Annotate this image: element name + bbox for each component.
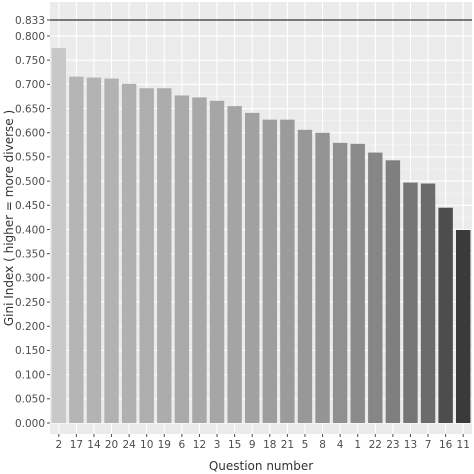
bar — [227, 106, 242, 424]
y-tick-label: 0.200 — [15, 321, 45, 333]
y-axis: 0.000 0.050 0.100 0.150 0.200 0.250 0.300 0.350… — [15, 15, 50, 430]
y-tick-label: 0.300 — [15, 273, 45, 285]
x-tick-label: 13 — [404, 439, 417, 451]
x-tick-label: 6 — [179, 439, 186, 451]
x-tick-label: 20 — [105, 439, 118, 451]
x-tick-label: 24 — [122, 439, 136, 451]
x-axis: 2 17 14 20 24 10 19 6 12 3 15 9 18 21 5 8 4 1 22 23 13 7 16 11 — [55, 434, 470, 451]
y-tick-label: 0.550 — [15, 152, 45, 164]
x-tick-label: 22 — [369, 439, 382, 451]
bar — [385, 160, 401, 424]
y-tick-label: 0.450 — [15, 200, 45, 212]
x-tick-label: 9 — [249, 439, 256, 451]
y-tick-label: 0.250 — [15, 297, 45, 309]
x-tick-label: 19 — [158, 439, 171, 451]
bar — [51, 48, 67, 423]
bar — [315, 132, 330, 424]
bar — [455, 229, 471, 423]
y-tick-label: 0.700 — [15, 79, 45, 91]
y-tick-label: 0.100 — [15, 369, 45, 381]
x-tick-label: 2 — [55, 439, 62, 451]
bar — [403, 182, 418, 423]
y-tick-label: 0.500 — [15, 176, 45, 188]
x-tick-label: 23 — [386, 439, 399, 451]
x-tick-label: 5 — [302, 439, 309, 451]
bar — [280, 119, 295, 423]
x-tick-label: 14 — [87, 439, 101, 451]
bar — [368, 152, 383, 423]
y-tick-label: 0.833 — [15, 15, 45, 27]
x-tick-label: 17 — [70, 439, 83, 451]
bar — [209, 100, 225, 423]
y-tick-label: 0.350 — [15, 248, 45, 260]
bars — [51, 48, 471, 424]
bar — [350, 143, 365, 423]
x-tick-label: 3 — [214, 439, 221, 451]
x-tick-label: 1 — [354, 439, 361, 451]
bar — [262, 119, 278, 423]
bar — [86, 77, 102, 424]
bar — [438, 207, 453, 423]
x-tick-label: 15 — [228, 439, 241, 451]
y-tick-label: 0.050 — [15, 394, 45, 406]
bar — [192, 97, 207, 424]
x-tick-label: 12 — [193, 439, 206, 451]
y-tick-label: 0.600 — [15, 128, 45, 140]
bar — [157, 88, 172, 423]
x-tick-label: 10 — [140, 439, 153, 451]
bar — [139, 88, 154, 423]
bar — [69, 76, 84, 423]
bar — [332, 142, 348, 424]
bar — [244, 112, 260, 423]
x-tick-label: 21 — [281, 439, 294, 451]
x-tick-label: 11 — [457, 439, 470, 451]
bar — [297, 129, 313, 424]
x-tick-label: 16 — [439, 439, 453, 451]
x-axis-title: Question number — [209, 459, 313, 473]
plot-panel — [50, 2, 472, 434]
y-tick-label: 0.150 — [15, 345, 45, 357]
x-tick-label: 8 — [319, 439, 326, 451]
y-tick-label: 0.000 — [15, 418, 45, 430]
y-tick-label: 0.750 — [15, 55, 45, 67]
y-axis-title: Gini Index ( higher = more diverse ) — [2, 110, 16, 326]
x-tick-label: 18 — [263, 439, 276, 451]
x-tick-label: 7 — [425, 439, 432, 451]
y-tick-label: 0.650 — [15, 103, 45, 115]
y-tick-label: 0.400 — [15, 224, 45, 236]
bar — [174, 95, 190, 423]
y-tick-label: 0.800 — [15, 31, 45, 43]
x-tick-label: 4 — [337, 439, 344, 451]
bar — [104, 78, 119, 424]
bar — [121, 83, 137, 423]
bar — [420, 183, 436, 423]
